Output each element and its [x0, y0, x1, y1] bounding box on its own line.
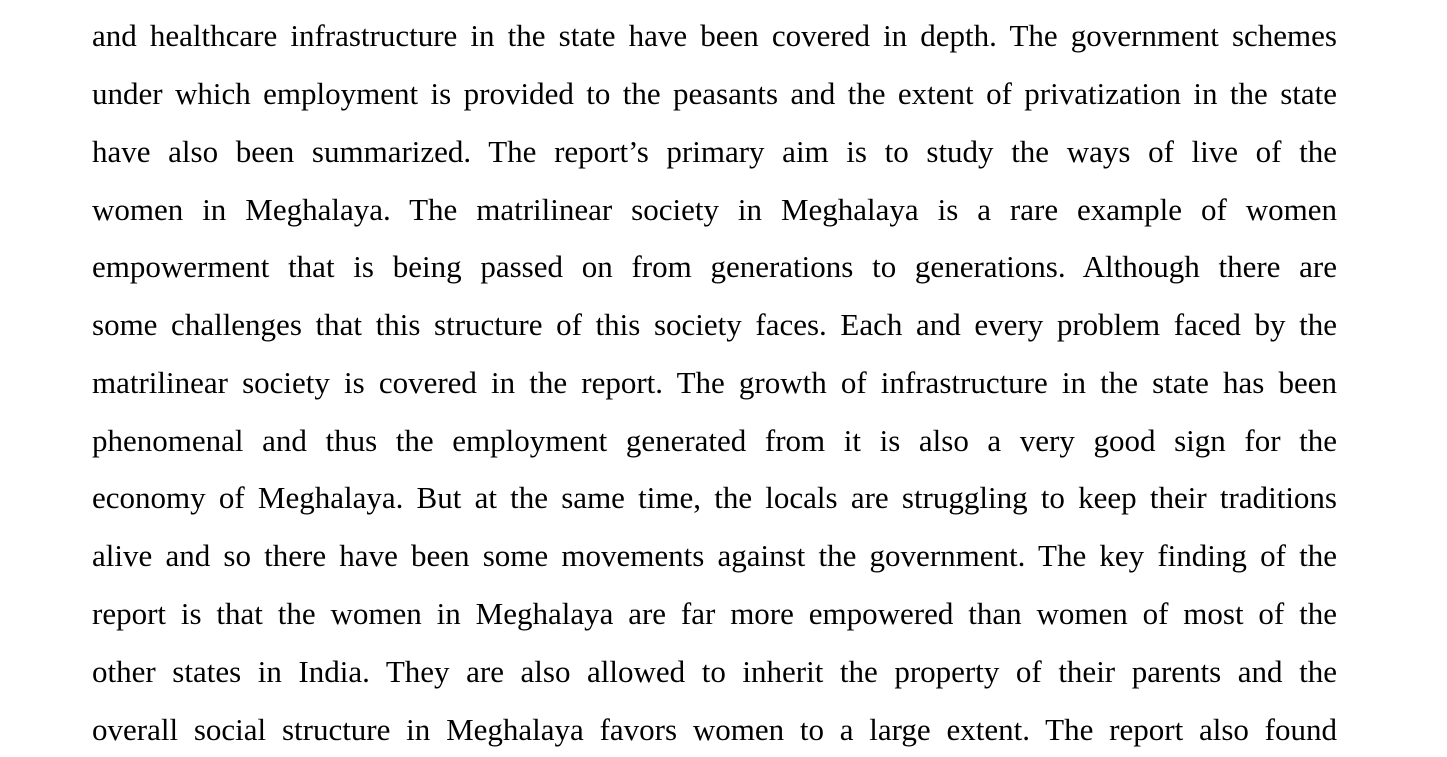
paragraph-line: some challenges that this structure of t… — [92, 307, 1337, 342]
paragraph-line: phenomenal and thus the employment gener… — [92, 423, 1337, 458]
paragraph-line: women in Meghalaya. The matrilinear soci… — [92, 192, 1337, 227]
paragraph-line: report is that the women in Meghalaya ar… — [92, 596, 1337, 631]
paragraph-line: and healthcare infrastructure in the sta… — [92, 18, 1337, 53]
paragraph-line: overall social structure in Meghalaya fa… — [92, 712, 1337, 747]
paragraph-line: matrilinear society is covered in the re… — [92, 365, 1337, 400]
paragraph-line: under which employment is provided to th… — [92, 76, 1337, 111]
paragraph-line: economy of Meghalaya. But at the same ti… — [92, 480, 1337, 515]
paragraph-line: have also been summarized. The report’s … — [92, 134, 1337, 169]
paragraph-line: alive and so there have been some moveme… — [92, 538, 1337, 573]
paragraph-line: other states in India. They are also all… — [92, 654, 1337, 689]
paragraph-line: empowerment that is being passed on from… — [92, 249, 1337, 284]
